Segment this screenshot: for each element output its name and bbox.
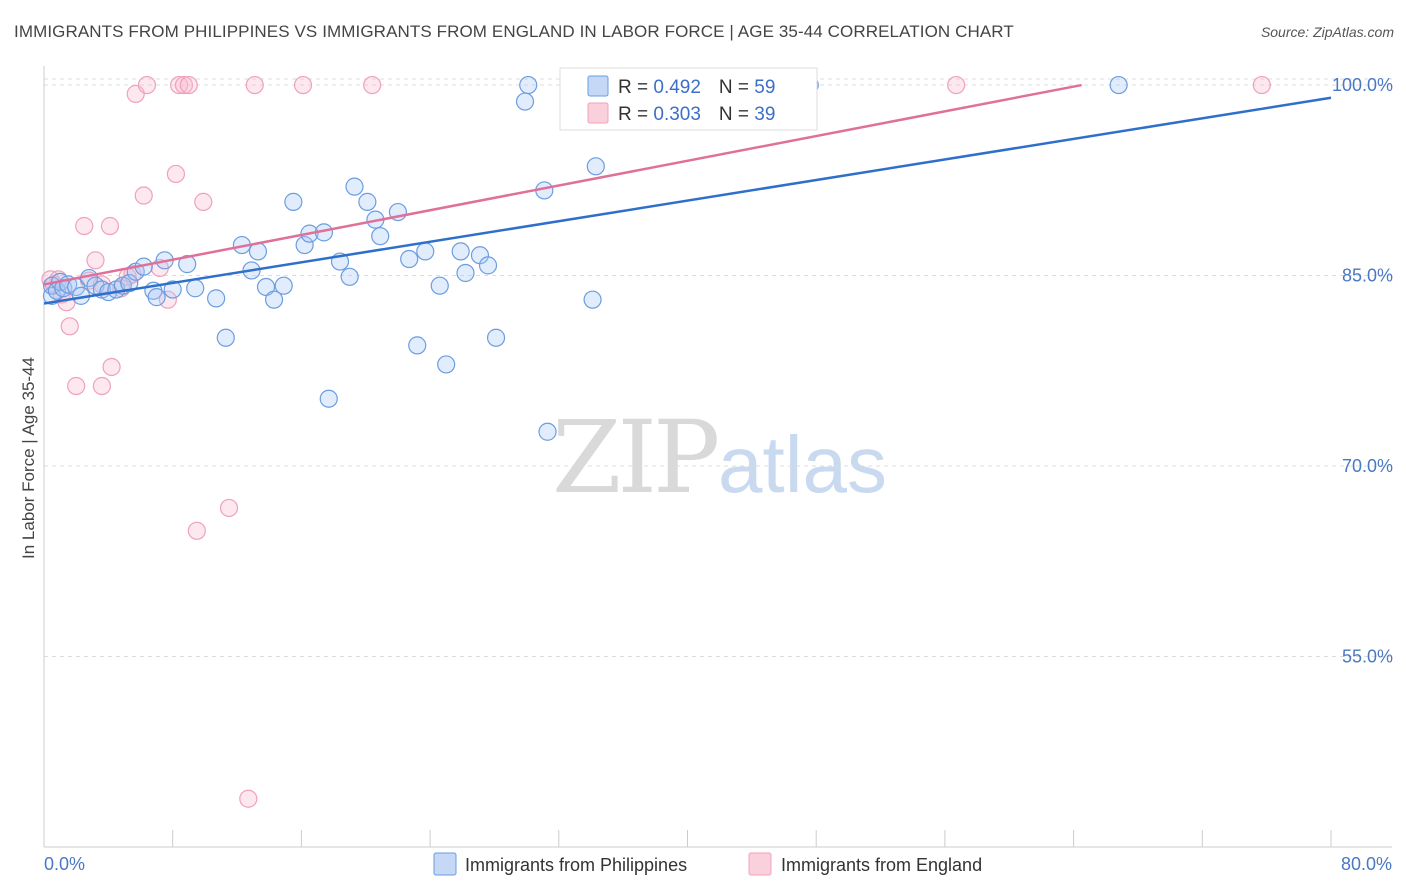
legend-n-label-philippines: N = xyxy=(719,77,754,98)
grid-lines xyxy=(44,78,1392,658)
source-credit: Source: ZipAtlas.com xyxy=(1260,24,1394,40)
y-axis-label: In Labor Force | Age 35-44 xyxy=(19,357,38,559)
philippines-points xyxy=(42,75,1128,441)
philippines-point-14 xyxy=(120,274,139,293)
legend-n-england: 39 xyxy=(754,104,775,125)
chart-title: IMMIGRANTS FROM PHILIPPINES VS IMMIGRANT… xyxy=(14,22,1014,41)
england-point-23 xyxy=(170,75,189,95)
philippines-point-21 xyxy=(178,255,197,274)
y-tick-100: 100.0% xyxy=(1332,75,1393,95)
legend-n-philippines: 59 xyxy=(754,77,775,98)
philippines-point-30 xyxy=(274,276,293,295)
legend-swatch-england xyxy=(587,102,609,124)
watermark-zip: ZIP xyxy=(552,399,717,516)
philippines-point-32 xyxy=(295,235,314,255)
legend-stat-england: R = 0.303 N = 39 xyxy=(618,104,775,125)
england-point-30 xyxy=(245,75,264,95)
philippines-point-58 xyxy=(586,157,605,176)
series-legend-philippines: Immigrants from Philippines xyxy=(465,855,687,875)
watermark: ZIP atlas xyxy=(552,399,887,516)
philippines-point-56 xyxy=(538,422,557,441)
philippines-point-31 xyxy=(284,192,303,211)
series-legend-swatch-england xyxy=(748,852,772,876)
x-tick-min: 0.0% xyxy=(44,854,85,874)
philippines-point-24 xyxy=(216,328,235,347)
england-point-33 xyxy=(947,75,966,95)
england-point-28 xyxy=(219,498,239,518)
philippines-point-48 xyxy=(451,242,470,261)
england-trend-line xyxy=(43,83,1082,286)
england-point-24 xyxy=(174,75,194,95)
y-tick-70: 70.0% xyxy=(1342,456,1393,476)
philippines-point-45 xyxy=(416,242,435,261)
y-tick-labels: 55.0% 70.0% 85.0% 100.0% xyxy=(1332,75,1393,666)
england-point-7 xyxy=(75,216,94,236)
philippines-point-57 xyxy=(583,290,602,309)
trend-lines xyxy=(43,83,1332,305)
x-tick-max: 80.0% xyxy=(1341,854,1392,874)
legend-r-england: 0.303 xyxy=(653,104,701,125)
england-point-34 xyxy=(1252,75,1271,95)
england-point-19 xyxy=(137,75,157,95)
philippines-point-18 xyxy=(147,288,166,307)
philippines-point-20 xyxy=(163,280,182,299)
england-point-25 xyxy=(179,75,198,95)
series-legend-swatch-philippines xyxy=(433,852,457,876)
philippines-point-29 xyxy=(264,290,284,309)
england-point-11 xyxy=(92,376,112,396)
england-point-32 xyxy=(363,75,382,95)
philippines-point-60 xyxy=(1109,75,1128,95)
axes xyxy=(43,66,1392,848)
philippines-point-35 xyxy=(319,389,338,408)
watermark-atlas: atlas xyxy=(718,420,887,509)
legend-n-label-england: N = xyxy=(719,104,754,125)
y-tick-55: 55.0% xyxy=(1342,647,1393,667)
legend-r-label-philippines: R = xyxy=(618,77,653,98)
england-point-12 xyxy=(100,216,120,236)
england-point-5 xyxy=(60,317,79,336)
philippines-point-44 xyxy=(408,336,427,355)
philippines-point-22 xyxy=(186,279,205,298)
philippines-point-39 xyxy=(358,192,377,211)
philippines-point-37 xyxy=(340,267,359,286)
legend-r-philippines: 0.492 xyxy=(653,77,701,98)
england-point-18 xyxy=(134,186,153,205)
england-point-26 xyxy=(187,521,206,540)
series-legend: Immigrants from Philippines Immigrants f… xyxy=(433,852,982,876)
legend-r-label-england: R = xyxy=(618,104,653,125)
philippines-point-53 xyxy=(515,92,535,111)
england-point-6 xyxy=(67,376,86,396)
philippines-trend-line xyxy=(43,96,1332,305)
philippines-point-47 xyxy=(437,355,456,374)
series-legend-england: Immigrants from England xyxy=(781,855,982,875)
england-point-22 xyxy=(166,164,186,184)
england-point-31 xyxy=(293,75,313,95)
philippines-point-49 xyxy=(456,263,475,283)
england-point-27 xyxy=(194,192,213,211)
legend-stat-philippines: R = 0.492 N = 59 xyxy=(618,77,775,98)
philippines-point-51 xyxy=(478,256,498,275)
england-point-21 xyxy=(158,290,177,309)
philippines-point-41 xyxy=(371,227,390,246)
legend-swatch-philippines xyxy=(587,75,609,97)
philippines-point-43 xyxy=(400,249,419,269)
y-tick-85: 85.0% xyxy=(1342,266,1393,286)
philippines-point-52 xyxy=(486,328,506,347)
england-point-9 xyxy=(86,251,105,270)
england-point-29 xyxy=(239,789,258,808)
england-point-13 xyxy=(102,357,121,377)
philippines-point-23 xyxy=(207,289,226,308)
stats-legend: R = 0.492 N = 59 R = 0.303 N = 39 xyxy=(559,67,818,131)
england-points xyxy=(41,75,1271,808)
philippines-point-54 xyxy=(519,75,538,95)
philippines-point-46 xyxy=(430,276,449,295)
philippines-point-38 xyxy=(345,177,364,196)
